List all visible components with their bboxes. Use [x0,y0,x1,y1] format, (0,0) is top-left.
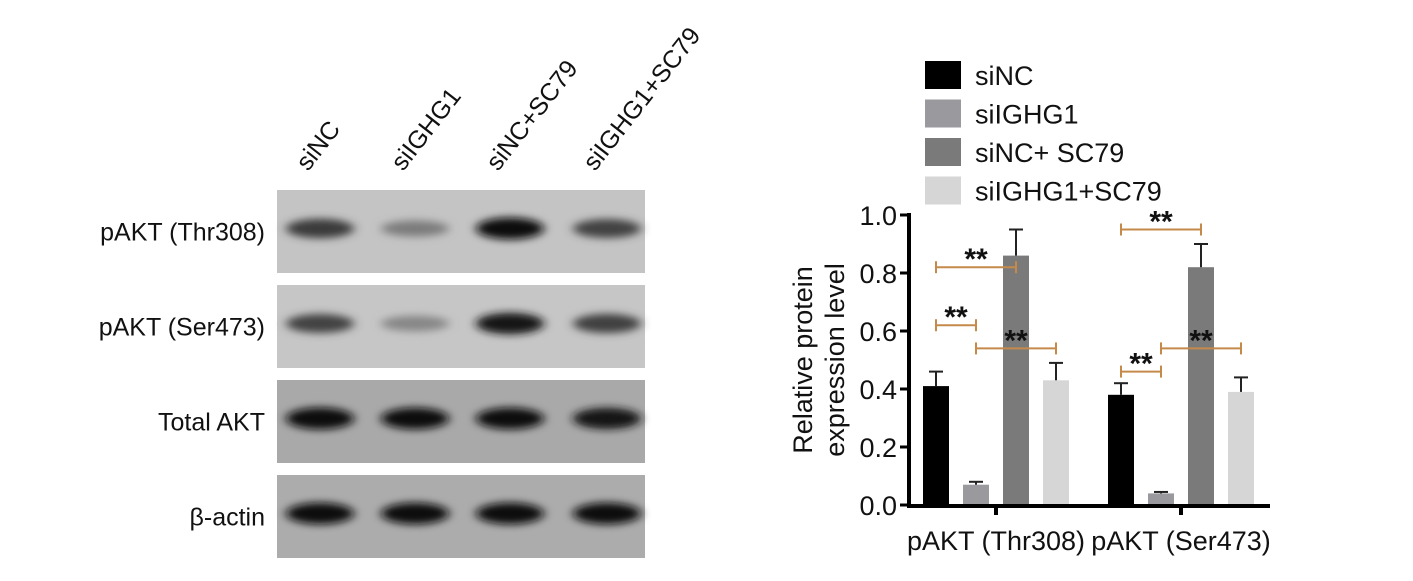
blot-band [286,314,354,333]
blot-band [573,313,641,334]
significance-label: ** [1129,348,1153,381]
y-tick-label: 0.4 [859,375,897,405]
blot-band [381,315,449,332]
bar [923,386,949,505]
significance-label: ** [964,243,988,276]
bar [1108,394,1134,505]
significance-label: ** [1004,324,1028,357]
bar [1188,267,1214,505]
blot-row-label: pAKT (Thr308) [100,219,265,247]
blot-row-label: Total AKT [158,409,265,437]
y-tick-label: 0.2 [859,433,897,463]
blot-band [286,407,354,430]
lane-label: siIGHG1+SC79 [578,22,707,176]
significance-label: ** [1189,324,1213,357]
legend-label: siIGHG1+SC79 [975,177,1162,207]
blot-band [476,502,544,525]
lane-label: siIGHG1 [386,83,467,176]
y-tick-label: 0.8 [859,259,897,289]
y-axis-label: Relative proteinexpression level [788,263,850,457]
bar-chart: siNC siIGHG1 siNC+ SC79 siIGHG1+SC79 Relativ… [788,61,1271,556]
bar [1003,255,1029,505]
significance-label: ** [1149,206,1173,239]
x-tick-label: pAKT (Thr308) [907,526,1085,556]
blot-band [286,218,354,239]
bar [963,484,989,505]
blot-row-label: β-actin [189,504,265,532]
blot-band [573,502,641,525]
blot-band [286,502,354,525]
blot-band [381,407,449,430]
legend-swatch [925,138,961,166]
blot-band [381,502,449,525]
legend-swatch [925,99,961,128]
bar [1148,493,1174,505]
legend-swatch [925,176,961,205]
legend-label: siNC+ SC79 [975,138,1124,168]
y-axis-label-line: expression level [820,263,850,457]
blot-row-label: pAKT (Ser473) [99,314,265,342]
y-axis-label-line: Relative protein [788,266,818,454]
legend-swatch [925,61,961,89]
legend-label: siNC [975,61,1034,91]
x-tick-label: pAKT (Ser473) [1091,526,1271,556]
blot-band [381,220,449,237]
lane-label: siNC+SC79 [481,55,584,176]
blot-band [476,312,544,335]
legend-label: siIGHG1 [975,100,1079,130]
bar [1228,391,1254,505]
blot-band [476,407,544,430]
y-tick-label: 0.6 [859,317,897,347]
bar [1043,380,1069,505]
blot-band [573,219,641,238]
significance-label: ** [944,301,968,334]
blot-band [476,217,544,240]
blot-band [573,407,641,430]
y-tick-label: 1.0 [859,201,897,231]
y-tick-label: 0.0 [859,491,897,521]
lane-label: siNC [291,116,346,176]
